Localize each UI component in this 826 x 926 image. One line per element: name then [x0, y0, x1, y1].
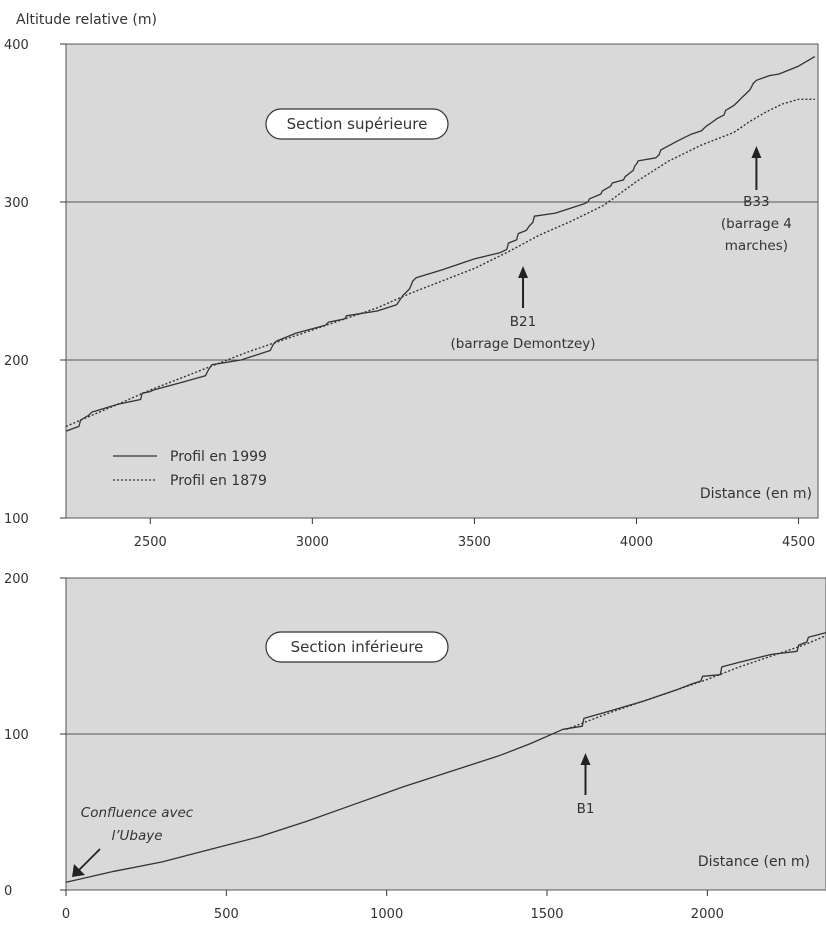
x-tick-label: 2000 [691, 907, 724, 922]
x-tick-label: 3500 [458, 535, 491, 550]
x-tick-label: 1500 [530, 907, 563, 922]
x-tick-label: 3000 [296, 535, 329, 550]
annotation-label: B33 [743, 194, 769, 210]
chart-panel-upper-section: 100 200 300 400 2500 3000 3500 4000 4500 Section … [4, 38, 818, 550]
y-tick-label: 400 [4, 38, 29, 53]
annotation-sublabel: (barrage Demontzey) [451, 336, 596, 352]
y-tick-label: 200 [4, 572, 29, 587]
y-tick-label: 0 [4, 884, 12, 899]
section-label-text: Section supérieure [287, 115, 428, 133]
y-tick-label: 200 [4, 354, 29, 369]
x-tick-label: 4000 [620, 535, 653, 550]
x-axis-label: Distance (en m) [698, 854, 810, 870]
section-label-text: Section inférieure [291, 638, 424, 656]
x-tick-label: 1000 [370, 907, 403, 922]
x-tick-label: 500 [214, 907, 239, 922]
legend-label: Profil en 1999 [170, 449, 267, 465]
legend-label: Profil en 1879 [170, 473, 267, 489]
y-tick-label: 100 [4, 728, 29, 743]
annotation-label: B1 [577, 801, 595, 817]
annotation-label: Confluence avec [81, 805, 194, 821]
annotation-sublabel: l’Ubaye [111, 828, 162, 844]
annotation-label: B21 [510, 314, 536, 330]
y-tick-label: 100 [4, 512, 29, 527]
x-axis-label: Distance (en m) [700, 486, 812, 502]
x-tick-label: 4500 [782, 535, 815, 550]
y-axis-title: Altitude relative (m) [16, 12, 157, 28]
x-tick-label: 0 [62, 907, 70, 922]
annotation-sublabel: (barrage 4 [721, 216, 792, 232]
annotation-sublabel: marches) [725, 238, 788, 254]
x-tick-label: 2500 [134, 535, 167, 550]
y-tick-label: 300 [4, 196, 29, 211]
